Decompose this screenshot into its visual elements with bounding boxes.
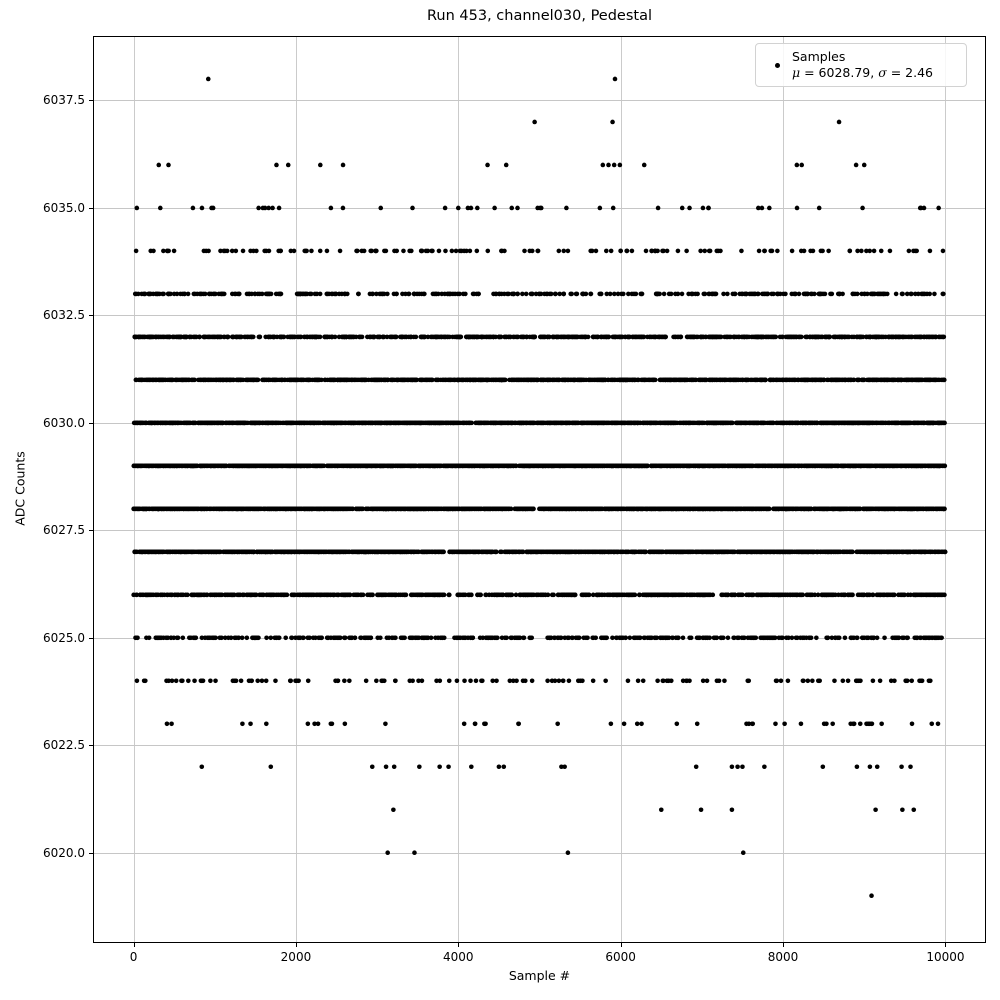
y-tick-label: 6035.0 [43,200,85,215]
y-tick-label: 6022.5 [43,738,85,753]
samples-marker-icon [774,62,780,68]
legend: Samples μ = 6028.79, σ = 2.46 [755,43,967,87]
y-tick-label: 6020.0 [43,845,85,860]
legend-label-samples: Samples [792,49,846,64]
x-tick-label: 2000 [280,950,312,964]
legend-marker-box [762,62,792,68]
y-tick-label: 6032.5 [43,308,85,323]
y-axis-label: ADC Counts [12,451,28,526]
mu-symbol: μ [792,65,801,80]
x-tick-label: 4000 [443,950,474,964]
y-tick-label: 6037.5 [43,93,85,108]
legend-label-stats: μ = 6028.79, σ = 2.46 [792,65,933,80]
sigma-symbol: σ [878,65,887,80]
x-axis-label: Sample # [508,968,571,983]
x-tick-label: 6000 [605,950,636,964]
x-tick-label: 0 [129,950,138,964]
y-tick-label: 6030.0 [43,415,85,430]
y-tick-label: 6025.0 [43,630,85,645]
y-tick-label: 6027.5 [43,523,85,538]
x-tick-label: 8000 [767,950,799,964]
x-tick-label: 10000 [926,950,965,964]
chart-title: Run 453, channel030, Pedestal [426,8,652,24]
legend-text: Samples μ = 6028.79, σ = 2.46 [792,49,933,81]
